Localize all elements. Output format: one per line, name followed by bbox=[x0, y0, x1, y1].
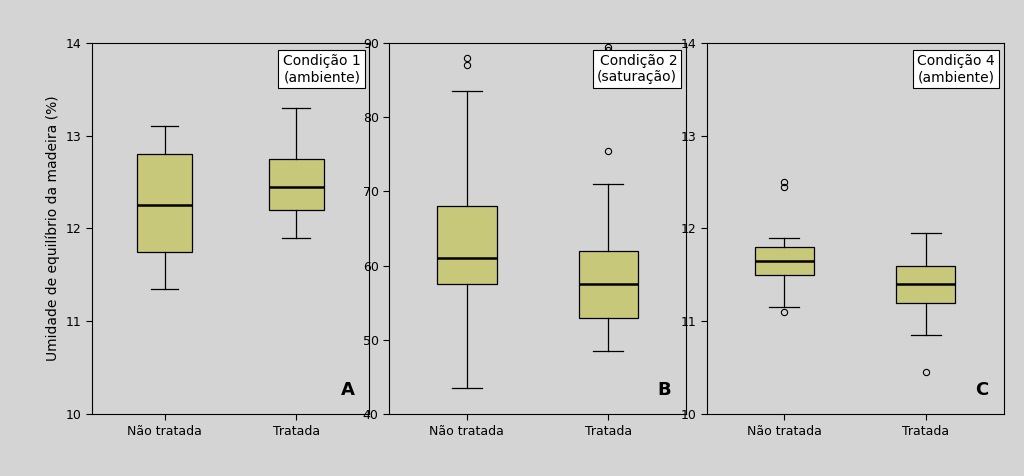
PathPatch shape bbox=[579, 251, 638, 317]
PathPatch shape bbox=[896, 266, 955, 303]
PathPatch shape bbox=[437, 206, 497, 284]
PathPatch shape bbox=[755, 247, 814, 275]
Text: Condição 1
(ambiente): Condição 1 (ambiente) bbox=[283, 54, 360, 84]
Text: Condição 2
(saturação): Condição 2 (saturação) bbox=[597, 54, 677, 84]
PathPatch shape bbox=[268, 159, 324, 210]
Text: Condição 4
(ambiente): Condição 4 (ambiente) bbox=[916, 54, 994, 84]
PathPatch shape bbox=[137, 154, 193, 252]
Y-axis label: Umidade de equilíbrio da madeira (%): Umidade de equilíbrio da madeira (%) bbox=[46, 96, 60, 361]
Text: C: C bbox=[976, 381, 989, 399]
Text: B: B bbox=[657, 381, 672, 399]
Text: A: A bbox=[341, 381, 355, 399]
